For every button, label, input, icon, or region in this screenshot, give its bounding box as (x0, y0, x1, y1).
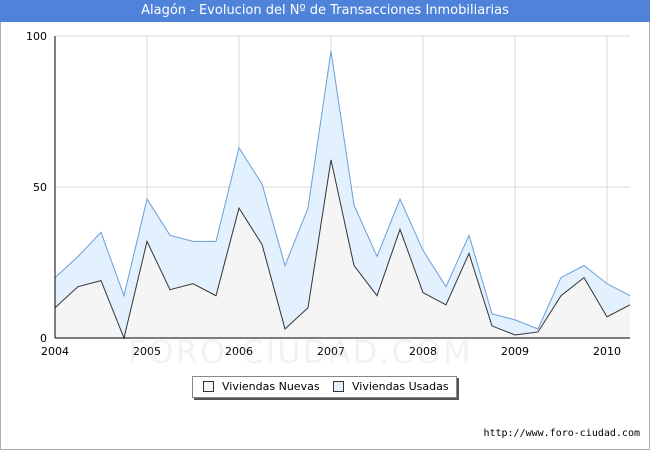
legend-swatch-usadas (333, 381, 344, 392)
axes (54, 36, 630, 339)
y-tick-label: 100 (26, 30, 47, 43)
x-tick-label: 2009 (501, 345, 529, 358)
legend-label-nuevas: Viviendas Nuevas (222, 380, 320, 393)
tick-labels: 0 50 100 2004 2005 2006 2007 2008 2009 2010 (26, 30, 621, 358)
legend-item-nuevas: Viviendas Nuevas (203, 380, 320, 393)
y-tick-label: 50 (33, 181, 47, 194)
line-viviendas-nuevas (54, 159, 631, 340)
chart-title: Alagón - Evolucion del Nº de Transaccion… (0, 0, 650, 22)
x-tick-label: 2005 (133, 345, 161, 358)
legend-swatch-nuevas (203, 381, 214, 392)
area-viviendas-usadas (55, 51, 630, 338)
x-tick-label: 2006 (225, 345, 253, 358)
x-tick-label: 2007 (317, 345, 345, 358)
x-tick-label: 2008 (409, 345, 437, 358)
area-viviendas-nuevas (55, 159, 630, 338)
y-tick-label: 0 (40, 332, 47, 345)
legend-item-usadas: Viviendas Usadas (333, 380, 449, 393)
x-tick-label: 2004 (41, 345, 69, 358)
line-viviendas-usadas (54, 51, 631, 330)
series-areas (54, 51, 631, 340)
watermark: FORO-CIUDAD.COM (128, 333, 473, 371)
legend-label-usadas: Viviendas Usadas (352, 380, 449, 393)
legend: Viviendas Nuevas Viviendas Usadas (192, 376, 457, 398)
x-tick-label: 2010 (593, 345, 621, 358)
source-url: http://www.foro-ciudad.com (483, 428, 640, 439)
